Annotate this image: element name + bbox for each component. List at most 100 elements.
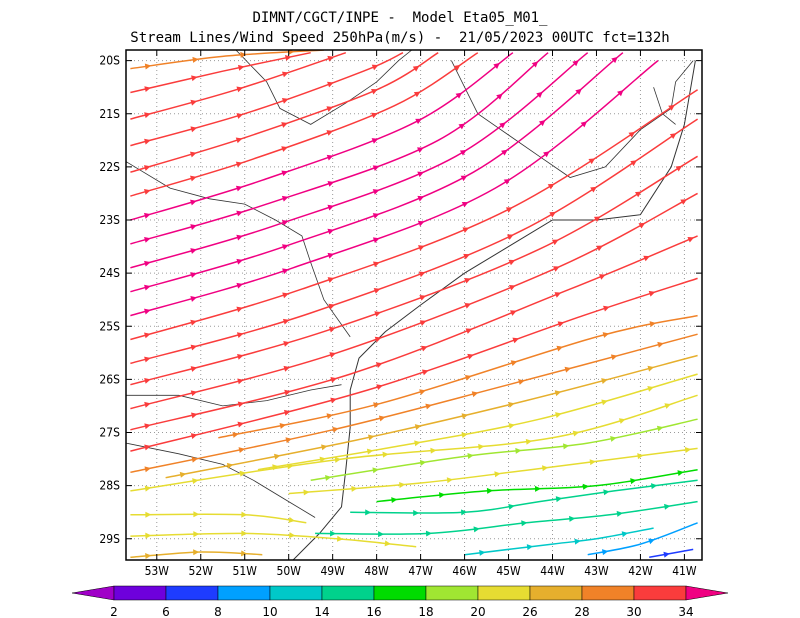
streamline-arrow xyxy=(657,341,664,348)
streamline-arrow xyxy=(601,399,608,406)
streamline xyxy=(130,277,698,452)
streamline xyxy=(587,522,698,556)
colorbar-segment xyxy=(71,585,115,601)
streamline-arrow xyxy=(382,451,389,458)
streamline-arrow xyxy=(598,274,606,280)
chart-title: DIMNT/CGCT/INPE - Model Eta05_M01_ xyxy=(252,10,548,26)
streamline-arrow xyxy=(190,366,198,372)
streamline-arrow xyxy=(668,104,675,111)
streamline-arrow xyxy=(327,277,335,283)
y-tick-label: 28S xyxy=(99,479,120,493)
streamline-arrow xyxy=(419,295,427,301)
streamline-arrow xyxy=(376,384,383,391)
colorbar-label: 8 xyxy=(214,605,222,618)
streamline-arrow xyxy=(648,290,656,297)
streamline-arrow xyxy=(281,244,289,250)
streamline-arrow xyxy=(458,123,466,130)
streamline-arrow xyxy=(236,86,244,93)
streamline-arrow xyxy=(637,453,644,460)
x-tick-label: 42W xyxy=(628,564,653,578)
streamline-arrow xyxy=(506,234,514,240)
streamline-arrow xyxy=(415,118,422,125)
streamline-arrow xyxy=(460,175,468,182)
streamline-arrow xyxy=(329,352,337,358)
streamline-arrow xyxy=(372,237,380,244)
streamline xyxy=(376,468,698,503)
streamline-arrow xyxy=(574,538,581,545)
streamline-arrow xyxy=(593,216,601,223)
streamline-arrow xyxy=(611,56,618,64)
streamline-arrow xyxy=(241,511,248,518)
streamline-arrow xyxy=(446,477,454,484)
streamline-arrow xyxy=(518,379,525,385)
streamline-arrow xyxy=(564,366,572,373)
streamline-arrow xyxy=(328,326,336,333)
streamline-arrow xyxy=(326,154,334,161)
colorbar: 2 6 8 10 14 16 18 20 26 28 30 34 xyxy=(71,585,729,618)
streamline-arrow xyxy=(330,530,337,537)
streamline-arrow xyxy=(461,413,469,420)
streamline-arrow xyxy=(557,321,565,328)
streamline-arrow xyxy=(281,98,289,104)
streamline-arrow xyxy=(372,213,380,219)
colorbar-label: 34 xyxy=(678,605,693,618)
streamline-arrow xyxy=(569,515,576,522)
y-tick-label: 20S xyxy=(99,54,120,68)
streamline-arrow xyxy=(630,478,637,485)
streamline-arrow xyxy=(237,421,245,428)
x-tick-label: 45W xyxy=(496,564,521,578)
streamline-arrow xyxy=(378,415,386,422)
streamline-arrow xyxy=(373,288,381,294)
x-tick-label: 43W xyxy=(584,564,609,578)
x-tick-label: 47W xyxy=(408,564,433,578)
y-tick-label: 27S xyxy=(99,426,120,440)
streamline-arrow xyxy=(582,483,589,490)
streamline-arrow xyxy=(288,50,295,55)
streamline-arrow xyxy=(473,526,480,533)
streamline-arrow xyxy=(190,248,197,254)
streamline-arrow xyxy=(572,60,579,67)
streamline-arrow xyxy=(191,456,199,463)
streamline-arrow xyxy=(526,544,534,551)
streamline-arrow xyxy=(351,485,358,492)
streamline-arrow xyxy=(193,511,200,518)
x-tick-label: 44W xyxy=(540,564,565,578)
streamline-arrow xyxy=(283,365,291,372)
streamline-arrow xyxy=(512,337,520,344)
streamline-arrow xyxy=(610,435,617,442)
streamline-arrow xyxy=(190,99,198,106)
streamline-arrow xyxy=(414,424,422,430)
streamlines xyxy=(130,50,699,560)
streamline-arrow xyxy=(281,146,288,152)
streamline-arrow xyxy=(366,448,374,455)
streamline-arrow xyxy=(190,272,197,278)
streamline-arrow xyxy=(327,252,335,259)
streamline-arrow xyxy=(237,64,245,71)
streamline-arrow xyxy=(281,71,289,78)
streamline-arrow xyxy=(399,481,406,488)
streamline-arrow xyxy=(143,165,151,171)
streamline-arrow xyxy=(467,353,474,360)
state-border xyxy=(126,161,351,338)
streamline-arrow xyxy=(669,133,677,140)
streamline-arrow xyxy=(190,433,198,439)
state-border xyxy=(508,60,694,178)
streamline-arrow xyxy=(419,389,426,395)
streamline-arrow xyxy=(531,61,539,68)
streamline-arrow xyxy=(572,430,580,437)
streamline-arrow xyxy=(190,390,198,397)
streamline xyxy=(130,51,347,120)
streamline-arrow xyxy=(687,236,695,243)
colorbar-label: 26 xyxy=(522,605,537,618)
colorbar-label: 14 xyxy=(314,605,329,618)
streamline-arrow xyxy=(534,485,542,492)
streamline-arrow xyxy=(373,402,380,409)
streamline-arrow xyxy=(303,489,310,496)
streamline-arrow xyxy=(478,443,485,450)
streamline-arrow xyxy=(144,236,151,243)
streamline-arrow xyxy=(191,412,198,419)
streamline-arrow xyxy=(589,459,596,466)
streamline-arrow xyxy=(287,463,294,470)
streamline-arrow xyxy=(420,345,428,352)
streamline-arrow xyxy=(588,158,596,165)
